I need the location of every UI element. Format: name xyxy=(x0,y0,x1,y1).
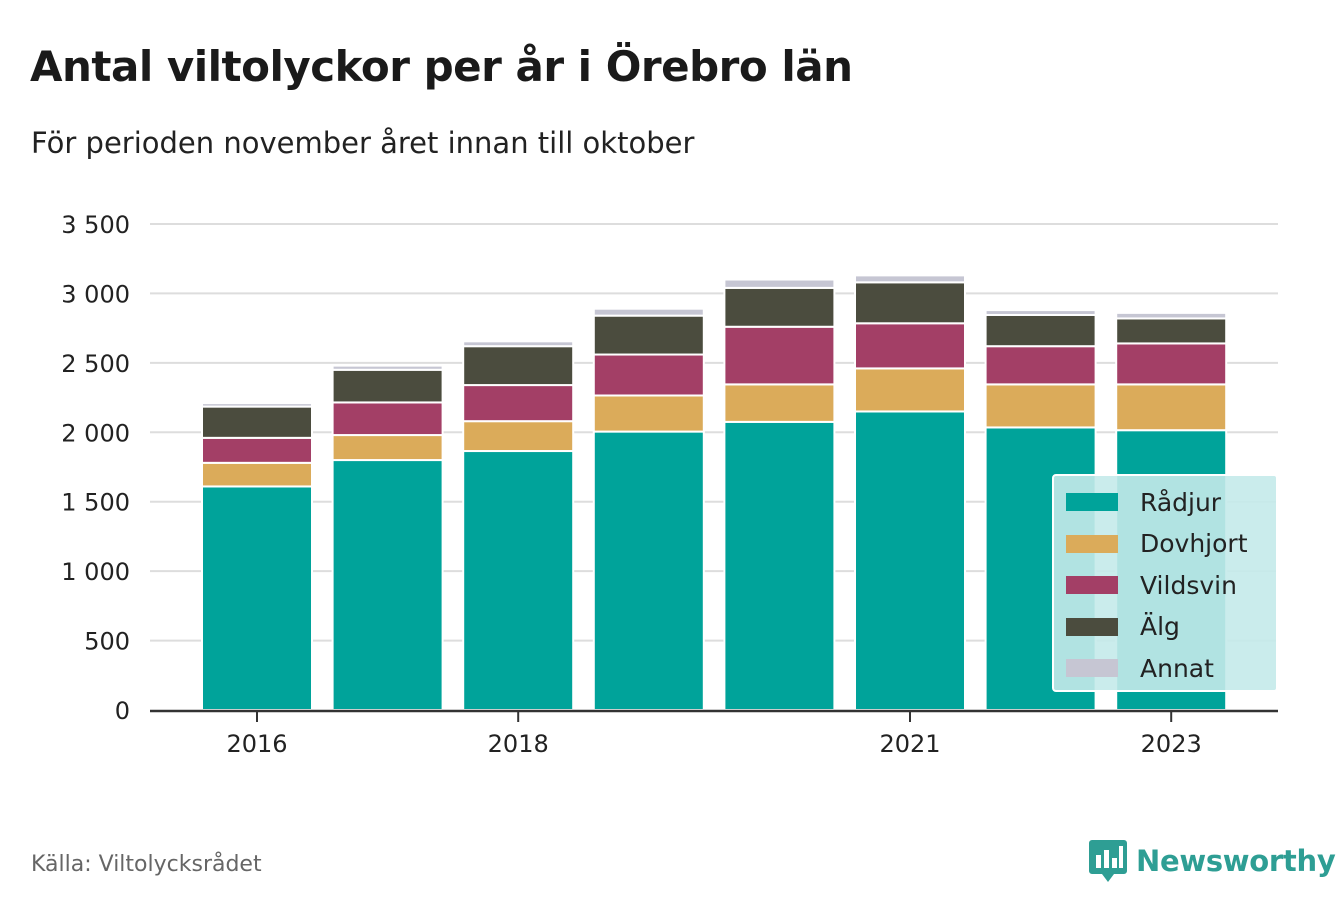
bar-segment-vildsvin-2022 xyxy=(984,345,1097,386)
bar-stack-2018 xyxy=(462,340,575,711)
bar-segment-annat-2018 xyxy=(462,340,575,348)
bar-segment-rådjur-2019 xyxy=(592,430,705,711)
bar-segment-dovhjort-2023 xyxy=(1115,383,1228,432)
chart-legend: Rådjur Dovhjort Vildsvin Älg Annat xyxy=(1052,474,1278,692)
bar-segment-rådjur-2016 xyxy=(201,485,313,711)
bar-segment-dovhjort-2016 xyxy=(201,461,313,488)
bar-segment-vildsvin-2020 xyxy=(723,325,836,386)
bar-segment-annat-2023 xyxy=(1115,311,1228,320)
bar-segment-älg-2023 xyxy=(1115,317,1228,345)
x-tick-label: 2016 xyxy=(226,730,287,758)
y-tick-label: 2 000 xyxy=(61,419,130,447)
bar-segment-vildsvin-2017 xyxy=(331,401,444,437)
bar-stack-2016 xyxy=(201,402,313,711)
bar-segment-dovhjort-2017 xyxy=(331,434,444,462)
bar-segment-älg-2020 xyxy=(723,286,836,328)
chart-bubble-logo-icon xyxy=(1089,840,1127,882)
x-tick-label: 2023 xyxy=(1141,730,1202,758)
bar-segment-älg-2021 xyxy=(854,281,966,325)
y-axis-ticks: 0 500 1 000 1 500 2 000 2 500 3 000 3 500 xyxy=(61,211,130,725)
source-note: Källa: Viltolycksrådet xyxy=(31,852,262,877)
legend-item-vildsvin[interactable]: Vildsvin xyxy=(1066,570,1237,600)
y-tick-label: 1 500 xyxy=(61,489,130,517)
legend-item-annat[interactable]: Annat xyxy=(1066,653,1214,683)
bar-segment-annat-2020 xyxy=(723,278,836,289)
bar-segment-älg-2017 xyxy=(331,368,444,404)
legend-swatch xyxy=(1066,659,1118,677)
bar-segment-dovhjort-2018 xyxy=(462,420,575,453)
legend-item-rådjur[interactable]: Rådjur xyxy=(1066,487,1221,517)
y-tick-label: 0 xyxy=(115,697,130,725)
y-tick-label: 3 000 xyxy=(61,280,130,308)
bar-segment-älg-2019 xyxy=(592,314,705,356)
legend-item-älg[interactable]: Älg xyxy=(1066,612,1180,642)
bar-segment-rådjur-2018 xyxy=(462,450,575,711)
bar-segment-vildsvin-2016 xyxy=(201,436,313,464)
legend-label: Vildsvin xyxy=(1140,570,1237,600)
bar-segment-älg-2018 xyxy=(462,345,575,387)
brand-logo[interactable]: Newsworthy xyxy=(1088,838,1336,884)
bar-segment-dovhjort-2019 xyxy=(592,394,705,433)
bar-segment-rådjur-2020 xyxy=(723,420,836,711)
bar-stack-2020 xyxy=(723,278,836,711)
x-tick-label: 2018 xyxy=(488,730,549,758)
bar-segment-vildsvin-2021 xyxy=(854,322,966,370)
legend-swatch xyxy=(1066,617,1118,636)
bar-segment-dovhjort-2021 xyxy=(854,367,966,413)
y-tick-label: 500 xyxy=(84,628,130,656)
bar-segment-älg-2022 xyxy=(984,313,1097,348)
bar-stack-2021 xyxy=(854,274,966,711)
chart-subtitle: För perioden november året innan till ok… xyxy=(31,126,695,160)
bar-segment-dovhjort-2022 xyxy=(984,383,1097,429)
legend-swatch xyxy=(1066,493,1118,511)
legend-swatch xyxy=(1066,534,1118,553)
legend-label: Dovhjort xyxy=(1140,529,1248,558)
y-tick-label: 1 000 xyxy=(61,558,130,586)
bar-segment-dovhjort-2020 xyxy=(723,383,836,423)
bar-segment-vildsvin-2018 xyxy=(462,384,575,423)
legend-label: Rådjur xyxy=(1140,487,1222,517)
legend-item-dovhjort[interactable]: Dovhjort xyxy=(1066,529,1248,559)
bar-stack-2019 xyxy=(592,307,705,711)
bar-stack-2017 xyxy=(331,364,444,711)
bar-segment-annat-2016 xyxy=(201,402,313,408)
brand-name: Newsworthy xyxy=(1136,844,1336,878)
y-tick-label: 2 500 xyxy=(61,350,130,378)
legend-swatch xyxy=(1066,576,1118,594)
bar-segment-rådjur-2017 xyxy=(331,459,444,711)
y-tick-label: 3 500 xyxy=(61,211,130,239)
x-tick-label: 2021 xyxy=(879,730,940,758)
bar-segment-annat-2022 xyxy=(984,309,1097,316)
bar-segment-annat-2021 xyxy=(854,274,966,284)
bar-segment-annat-2017 xyxy=(331,364,444,371)
legend-label: Annat xyxy=(1140,653,1214,683)
bar-segment-vildsvin-2019 xyxy=(592,353,705,397)
bar-segment-annat-2019 xyxy=(592,307,705,317)
x-axis: 2016 2018 2021 2023 xyxy=(150,709,1278,758)
bar-segment-älg-2016 xyxy=(201,405,313,439)
bar-segment-rådjur-2021 xyxy=(854,410,966,711)
bar-segment-vildsvin-2023 xyxy=(1115,342,1228,386)
legend-label: Älg xyxy=(1140,612,1180,641)
chart-title: Antal viltolyckor per år i Örebro län xyxy=(30,42,853,91)
